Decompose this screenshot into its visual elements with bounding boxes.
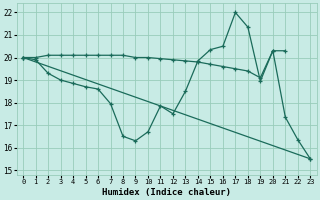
X-axis label: Humidex (Indice chaleur): Humidex (Indice chaleur) (102, 188, 231, 197)
